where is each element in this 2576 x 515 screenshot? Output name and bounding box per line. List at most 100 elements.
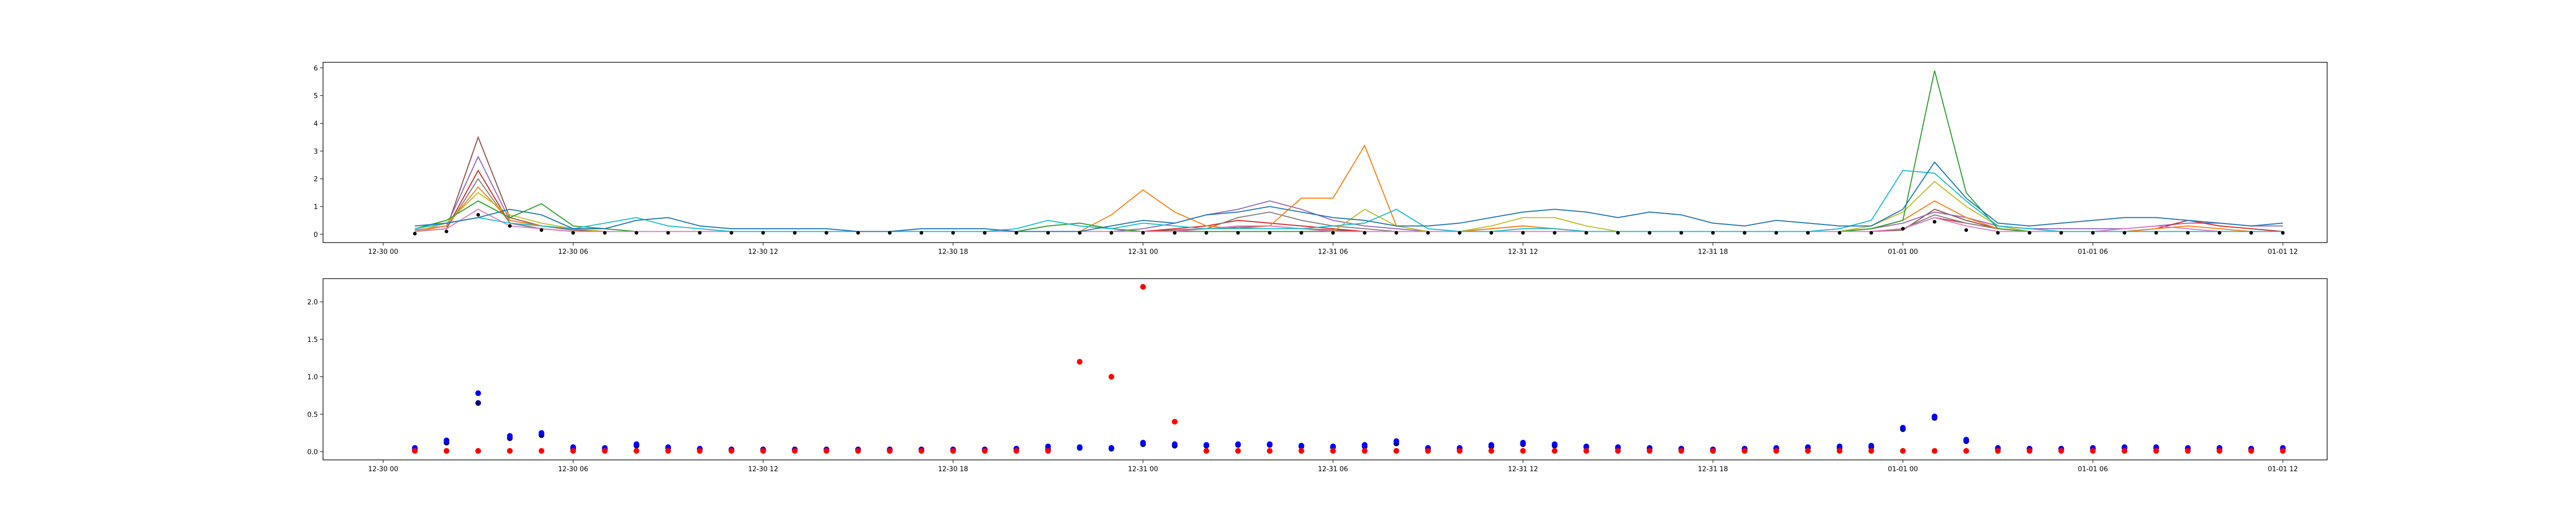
scatter-point [1108, 445, 1114, 451]
scatter-point [633, 441, 639, 447]
series-line [415, 169, 2283, 232]
scatter-point [2216, 448, 2223, 454]
axes-frame [323, 278, 2328, 460]
scatter-point [1172, 419, 1178, 425]
data-point [1299, 231, 1303, 235]
data-point [856, 231, 860, 235]
scatter-point [444, 448, 450, 454]
scatter-point [1393, 448, 1399, 454]
data-point [2217, 231, 2222, 235]
scatter-point [950, 448, 956, 454]
bottom-scatter-chart: 12-30 00 12-30 06 12-30 12 12-30 18 12-31 00… [307, 278, 2328, 473]
y-tick-label: 1.5 [307, 336, 318, 344]
data-point [1236, 231, 1240, 235]
scatter-point [633, 448, 639, 454]
scatter-point [1362, 448, 1368, 454]
data-point [2154, 231, 2158, 235]
data-point [824, 231, 828, 235]
x-tick-label: 12-30 06 [558, 248, 588, 256]
scatter-point [1995, 448, 2001, 454]
data-point [1806, 231, 1810, 235]
data-point [1363, 231, 1367, 235]
x-tick-label: 01-01 00 [1888, 466, 1918, 473]
scatter-point [1741, 448, 1748, 454]
data-point [1489, 231, 1494, 235]
x-tick-label: 12-31 06 [1318, 466, 1348, 473]
scatter-point [2185, 448, 2191, 454]
scatter-point [1520, 440, 1526, 446]
scatter-point [1900, 448, 1906, 454]
data-point [1774, 231, 1778, 235]
scatter-point [1488, 448, 1495, 454]
top-line-chart: 12-30 00 12-30 06 12-30 12 12-30 18 12-31 00… [314, 62, 2328, 256]
data-point [1648, 231, 1652, 235]
series-line [414, 70, 2283, 232]
y-tick-label: 2 [314, 176, 318, 183]
data-point [1046, 231, 1050, 235]
series-line [415, 135, 2283, 232]
x-tick-label: 12-30 06 [558, 466, 588, 473]
scatter-point [1108, 374, 1114, 380]
scatter-point [2153, 448, 2159, 454]
scatter-point [1837, 448, 1843, 454]
scatter-point [1710, 448, 1716, 454]
data-point [1901, 227, 1905, 231]
scatter-point [1425, 448, 1431, 454]
scatter-point [570, 448, 576, 454]
scatter-point [444, 437, 450, 443]
data-point [919, 231, 923, 235]
data-point [2123, 231, 2127, 235]
data-point [888, 231, 892, 235]
x-tick-label: 12-30 18 [938, 248, 968, 256]
scatter-point [1330, 443, 1336, 450]
scatter-point [2248, 448, 2255, 454]
scatter-point [1583, 448, 1589, 454]
x-tick-label: 12-31 18 [1698, 466, 1728, 473]
scatter-point [1140, 440, 1146, 446]
scatter-point [855, 448, 861, 454]
scatter-point [1868, 448, 1874, 454]
data-point [1173, 231, 1177, 235]
data-point [1553, 231, 1557, 235]
scatter-point [1931, 448, 1938, 454]
y-tick-label: 2.0 [307, 299, 318, 306]
scatter-point [1077, 358, 1083, 365]
y-tick-label: 0.5 [307, 411, 318, 419]
scatter-point [1013, 448, 1020, 454]
scatter-point [1615, 448, 1621, 454]
x-tick-label: 12-31 12 [1508, 248, 1538, 256]
scatter-point [1077, 444, 1083, 450]
data-point [1616, 231, 1620, 235]
data-point [1838, 231, 1842, 235]
scatter-point [2026, 448, 2032, 454]
data-point [2027, 231, 2031, 235]
x-tick-label: 12-30 12 [748, 248, 778, 256]
scatter-point [887, 448, 893, 454]
y-tick-label: 0.0 [307, 449, 318, 456]
data-point [1078, 231, 1082, 235]
scatter-point [1172, 441, 1178, 447]
scatter-point [1235, 448, 1241, 454]
scatter-point [1266, 448, 1273, 454]
series-line [415, 169, 2283, 232]
data-point [1205, 231, 1209, 235]
y-tick-label: 6 [314, 65, 318, 73]
scatter-point [475, 390, 481, 397]
scatter-point [1773, 448, 1780, 454]
data-point [1711, 231, 1715, 235]
y-tick-label: 5 [314, 93, 318, 100]
data-point [951, 231, 955, 235]
data-point [2091, 231, 2095, 235]
scatter-point [1647, 448, 1653, 454]
scatter-point [1963, 437, 1969, 443]
x-tick-label: 12-30 18 [938, 466, 968, 473]
x-tick-label: 12-31 12 [1508, 466, 1538, 473]
data-point [539, 228, 544, 232]
axes-frame [323, 62, 2328, 243]
scatter-point [1235, 441, 1241, 447]
data-point [1109, 231, 1113, 235]
scatter-point [1583, 443, 1589, 450]
x-tick-label: 01-01 12 [2268, 466, 2298, 473]
scatter-point [2280, 448, 2286, 454]
